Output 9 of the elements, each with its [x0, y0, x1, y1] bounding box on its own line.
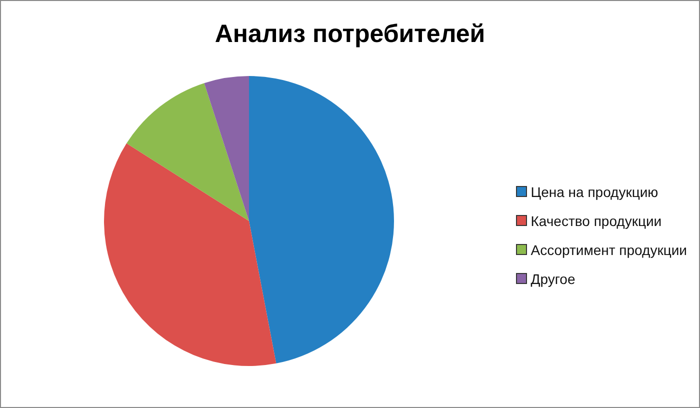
- chart-title: Анализ потребителей: [214, 18, 486, 50]
- legend-label: Качество продукции: [530, 212, 662, 228]
- legend-label: Ассортимент продукции: [530, 242, 687, 258]
- legend-label: Другое: [530, 270, 576, 286]
- pie-slice: [249, 76, 394, 364]
- legend-label: Цена на продукцию: [530, 184, 658, 200]
- pie-slice: [104, 143, 276, 366]
- pie-slice: [204, 76, 249, 221]
- pie-slice: [126, 83, 249, 221]
